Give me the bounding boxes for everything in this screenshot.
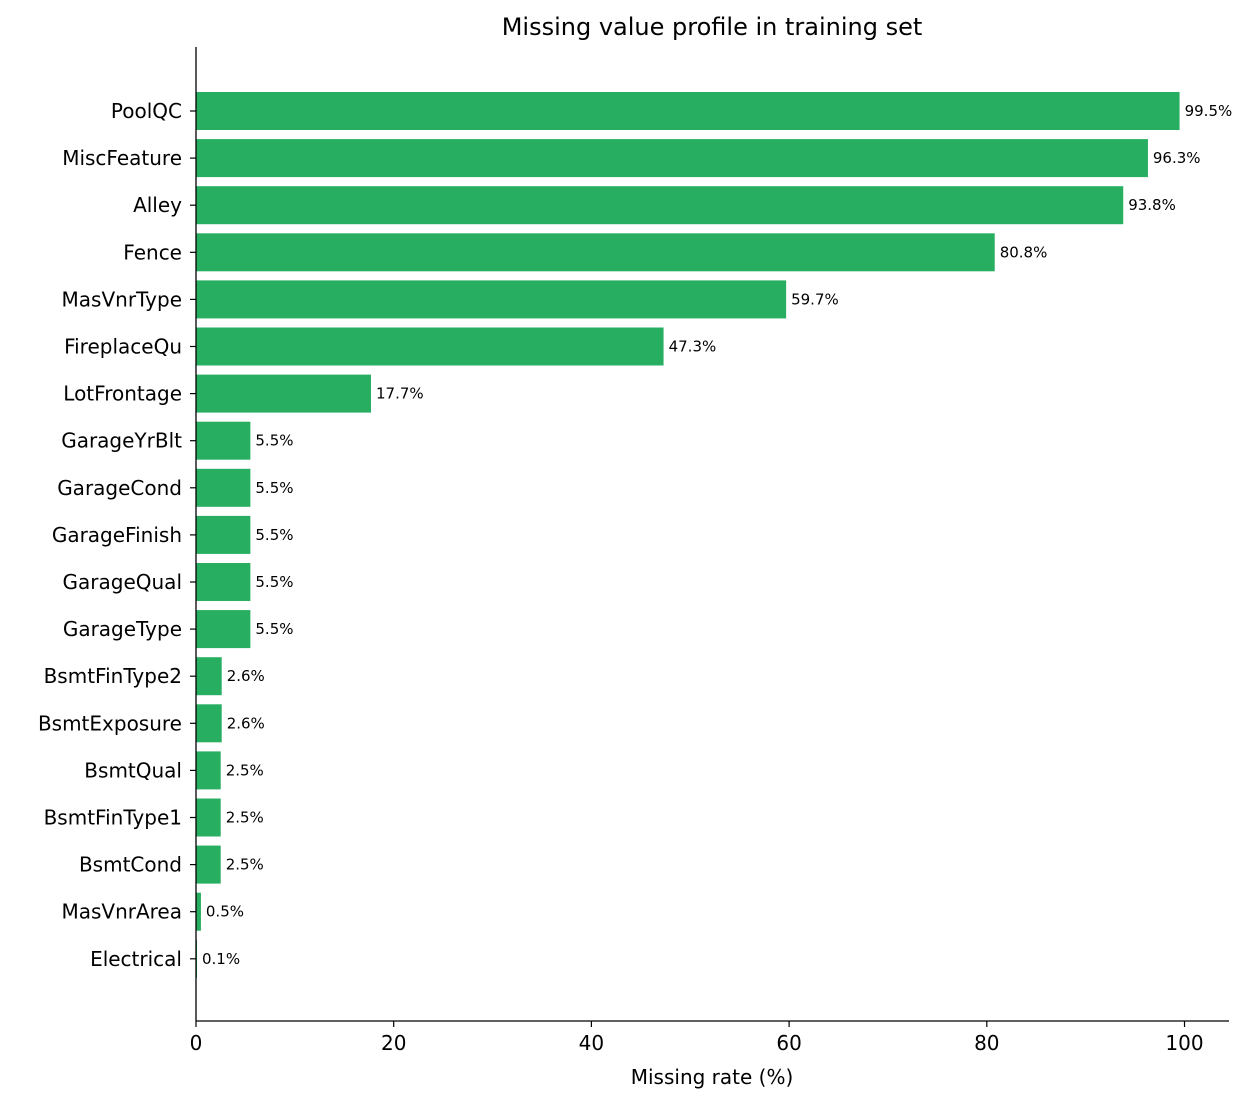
y-tick-label-bsmtexposure: BsmtExposure [38, 711, 182, 735]
bar-fireplacequ [196, 327, 664, 366]
x-tick-label-40: 40 [579, 1031, 604, 1055]
chart-title: Missing value profile in training set [502, 13, 923, 41]
y-tick-label-bsmtfintype1: BsmtFinType1 [44, 806, 182, 830]
bar-garagequal [196, 563, 251, 601]
data-label-bsmtexposure: 2.6% [227, 714, 265, 732]
y-tick-label-miscfeature: MiscFeature [62, 146, 182, 170]
bar-masvnrarea [196, 892, 201, 931]
data-label-bsmtfintype2: 2.6% [227, 667, 265, 685]
data-label-garagetype: 5.5% [255, 620, 293, 638]
bar-garagetype [196, 610, 251, 649]
data-label-bsmtfintype1: 2.5% [226, 809, 264, 827]
data-label-fireplacequ: 47.3% [669, 338, 717, 356]
bar-lotfrontage [196, 374, 371, 413]
bar-bsmtexposure [196, 704, 222, 743]
y-tick-label-fireplacequ: FireplaceQu [64, 335, 182, 359]
y-tick-label-lotfrontage: LotFrontage [63, 382, 182, 406]
data-label-fence: 80.8% [1000, 243, 1048, 261]
y-tick-label-garagecond: GarageCond [57, 476, 182, 500]
y-tick-label-bsmtfintype2: BsmtFinType2 [44, 664, 182, 688]
x-tick-label-20: 20 [381, 1031, 406, 1055]
data-label-garagequal: 5.5% [255, 573, 293, 591]
bar-garagecond [196, 468, 251, 507]
x-tick-label-100: 100 [1165, 1031, 1203, 1055]
bar-poolqc [196, 92, 1180, 130]
y-ticks-layer: PoolQC MiscFeature Alley Fence MasVnrType Fir… [38, 99, 196, 971]
x-tick-label-80: 80 [974, 1031, 999, 1055]
x-axis-label: Missing rate (%) [631, 1065, 794, 1089]
bar-garagefinish [196, 515, 251, 554]
bar-garageyrblt [196, 421, 251, 460]
y-tick-label-alley: Alley [133, 193, 182, 217]
y-tick-label-garageyrblt: GarageYrBlt [61, 429, 182, 453]
data-label-garagefinish: 5.5% [255, 526, 293, 544]
y-tick-label-electrical: Electrical [90, 947, 182, 971]
bar-bsmtqual [196, 751, 221, 790]
data-label-lotfrontage: 17.7% [376, 385, 424, 403]
y-tick-label-fence: Fence [123, 240, 182, 264]
data-label-garageyrblt: 5.5% [255, 432, 293, 450]
data-label-miscfeature: 96.3% [1153, 149, 1201, 167]
y-tick-label-garagetype: GarageType [63, 617, 182, 641]
bar-miscfeature [196, 139, 1148, 178]
data-label-alley: 93.8% [1128, 196, 1176, 214]
bar-bsmtfintype1 [196, 798, 221, 837]
bar-alley [196, 186, 1124, 225]
bar-fence [196, 233, 995, 272]
data-label-masvnrarea: 0.5% [206, 903, 244, 921]
bar-bsmtcond [196, 845, 221, 884]
y-tick-label-poolqc: PoolQC [111, 99, 182, 123]
y-tick-label-bsmtcond: BsmtCond [79, 853, 182, 877]
y-tick-label-garagequal: GarageQual [63, 570, 182, 594]
data-label-garagecond: 5.5% [255, 479, 293, 497]
data-label-bsmtcond: 2.5% [226, 856, 264, 874]
bar-bsmtfintype2 [196, 657, 222, 696]
x-ticks-layer: 0 20 40 60 80 100 [190, 1021, 1204, 1055]
y-tick-label-masvnrtype: MasVnrType [62, 287, 182, 311]
x-tick-label-0: 0 [190, 1031, 203, 1055]
y-tick-label-masvnrarea: MasVnrArea [61, 900, 182, 924]
axes-layer [195, 47, 1229, 1022]
data-label-masvnrtype: 59.7% [791, 290, 839, 308]
y-tick-label-bsmtqual: BsmtQual [84, 758, 182, 782]
bar-masvnrtype [196, 280, 787, 319]
data-label-poolqc: 99.5% [1185, 102, 1233, 120]
data-label-electrical: 0.1% [202, 950, 240, 968]
y-tick-label-garagefinish: GarageFinish [52, 523, 182, 547]
bars-layer: 99.5% 96.3% 93.8% 80.8% 59.7% 47.3% 17.7% 5.5% 5… [196, 92, 1232, 978]
data-label-bsmtqual: 2.5% [226, 761, 264, 779]
x-tick-label-60: 60 [776, 1031, 801, 1055]
